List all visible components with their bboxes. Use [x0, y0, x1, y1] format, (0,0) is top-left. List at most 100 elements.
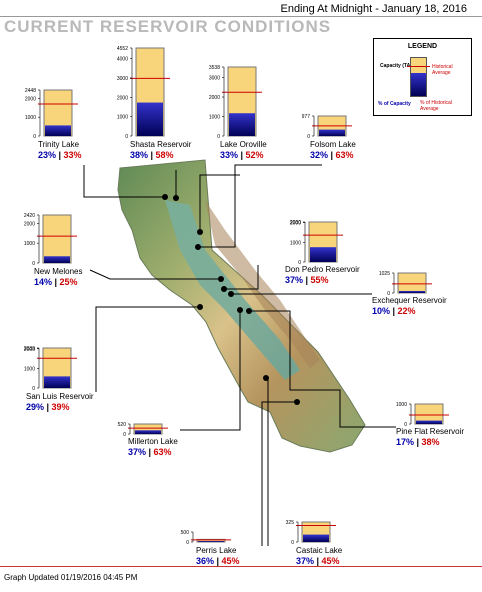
pct-historical: 45%	[221, 556, 240, 566]
location-dot-millerton-lake	[237, 307, 243, 313]
location-dot-don-pedro-reservoir	[221, 286, 227, 292]
page-title: CURRENT RESERVOIR CONDITIONS	[4, 17, 332, 36]
legend-pct-capacity-label: % of Capacity	[378, 101, 411, 107]
pct-capacity: 17%	[396, 437, 415, 447]
sierra-range	[205, 200, 320, 368]
pct-historical: 55%	[310, 275, 329, 285]
connector-san-luis-reservoir	[95, 306, 200, 392]
reservoir-percentages: 23% | 33%	[38, 150, 82, 160]
pct-separator: |	[390, 306, 398, 316]
reservoir-percentages: 36% | 45%	[196, 556, 240, 566]
reservoir-name: Shasta Reservoir	[130, 140, 192, 149]
pct-capacity: 32%	[310, 150, 329, 160]
pct-separator: |	[314, 556, 322, 566]
pct-capacity: 38%	[130, 150, 149, 160]
location-dot-shasta-reservoir	[173, 195, 179, 201]
pct-historical: 63%	[153, 447, 172, 457]
reservoir-name: Pine Flat Reservoir	[396, 427, 465, 436]
pct-historical: 25%	[59, 277, 78, 287]
location-dot-exchequer-reservoir	[228, 291, 234, 297]
connector-new-melones	[89, 269, 221, 280]
pct-capacity: 37%	[128, 447, 147, 457]
reservoir-percentages: 10% | 22%	[372, 306, 416, 316]
pct-separator: |	[328, 150, 336, 160]
reservoir-name: Millerton Lake	[128, 437, 178, 446]
legend: LEGEND Capacity (TAF) Historical Average…	[373, 38, 472, 116]
location-dot-lake-oroville	[197, 229, 203, 235]
location-dot-castaic-lake	[263, 375, 269, 381]
reservoir-name: Lake Oroville	[220, 140, 267, 149]
pct-separator: |	[148, 150, 156, 160]
pct-separator: |	[52, 277, 60, 287]
pct-historical: 45%	[321, 556, 340, 566]
reservoir-location-dots	[162, 194, 300, 405]
reservoir-percentages: 17% | 38%	[396, 437, 440, 447]
location-dot-new-melones	[218, 276, 224, 282]
pct-separator: |	[238, 150, 246, 160]
reservoir-percentages: 37% | 63%	[128, 447, 172, 457]
reservoir-percentages: 37% | 55%	[285, 275, 329, 285]
pct-capacity: 33%	[220, 150, 239, 160]
reservoir-name: Folsom Lake	[310, 140, 356, 149]
connector-lake-oroville	[199, 174, 240, 232]
location-dot-pine-flat-reservoir	[246, 308, 252, 314]
legend-historical-label: Historical Average	[432, 64, 453, 76]
reservoir-percentages: 38% | 58%	[130, 150, 174, 160]
pct-historical: 58%	[155, 150, 174, 160]
pct-separator: |	[214, 556, 222, 566]
connector-don-pedro-reservoir	[224, 265, 259, 290]
connector-millerton-lake	[180, 310, 241, 431]
footer-divider	[0, 566, 482, 567]
pct-historical: 63%	[335, 150, 354, 160]
pct-historical: 22%	[397, 306, 416, 316]
pct-capacity: 36%	[196, 556, 215, 566]
connector-perris-lake	[261, 401, 297, 546]
pct-historical: 52%	[245, 150, 264, 160]
graph-updated-text: Graph Updated 01/19/2016 04:45 PM	[4, 573, 138, 582]
reservoir-percentages: 37% | 45%	[296, 556, 340, 566]
reservoir-percentages: 33% | 52%	[220, 150, 264, 160]
location-dot-san-luis-reservoir	[197, 304, 203, 310]
pct-separator: |	[303, 275, 311, 285]
location-dot-perris-lake	[294, 399, 300, 405]
legend-storage-fill	[411, 73, 426, 96]
connector-lines	[83, 164, 396, 546]
legend-pct-historical-label: % of Historical Average	[420, 100, 452, 112]
pct-separator: |	[146, 447, 154, 457]
pct-separator: |	[56, 150, 64, 160]
location-dot-folsom-lake	[195, 244, 201, 250]
connector-pine-flat-reservoir	[249, 310, 396, 428]
pct-capacity: 10%	[372, 306, 391, 316]
reservoir-name: Exchequer Reservoir	[372, 296, 447, 305]
pct-capacity: 37%	[285, 275, 304, 285]
reservoir-name: Castaic Lake	[296, 546, 343, 555]
pct-capacity: 14%	[34, 277, 53, 287]
reservoir-percentages: 14% | 25%	[34, 277, 78, 287]
pct-capacity: 37%	[296, 556, 315, 566]
pct-historical: 39%	[51, 402, 70, 412]
reservoir-name: San Luis Reservoir	[26, 392, 94, 401]
legend-historical-line	[407, 66, 430, 67]
reservoir-name: New Melones	[34, 267, 83, 276]
pct-capacity: 23%	[38, 150, 57, 160]
pct-historical: 33%	[63, 150, 82, 160]
pct-separator: |	[44, 402, 52, 412]
report-date: Ending At Midnight - January 18, 2016	[280, 3, 467, 15]
connector-folsom-lake	[198, 164, 322, 248]
reservoir-name: Perris Lake	[196, 546, 237, 555]
reservoir-name: Don Pedro Reservoir	[285, 265, 360, 274]
pct-historical: 38%	[421, 437, 440, 447]
reservoir-percentages: 29% | 39%	[26, 402, 70, 412]
pct-separator: |	[414, 437, 422, 447]
connector-trinity-lake	[83, 165, 165, 198]
pct-capacity: 29%	[26, 402, 45, 412]
legend-title: LEGEND	[407, 43, 438, 50]
legend-sample-bar	[407, 57, 430, 97]
reservoir-percentages: 32% | 63%	[310, 150, 354, 160]
legend-capacity-label: Capacity (TAF)	[380, 63, 415, 69]
reservoir-name: Trinity Lake	[38, 140, 80, 149]
location-dot-trinity-lake	[162, 194, 168, 200]
header-divider	[0, 16, 482, 17]
